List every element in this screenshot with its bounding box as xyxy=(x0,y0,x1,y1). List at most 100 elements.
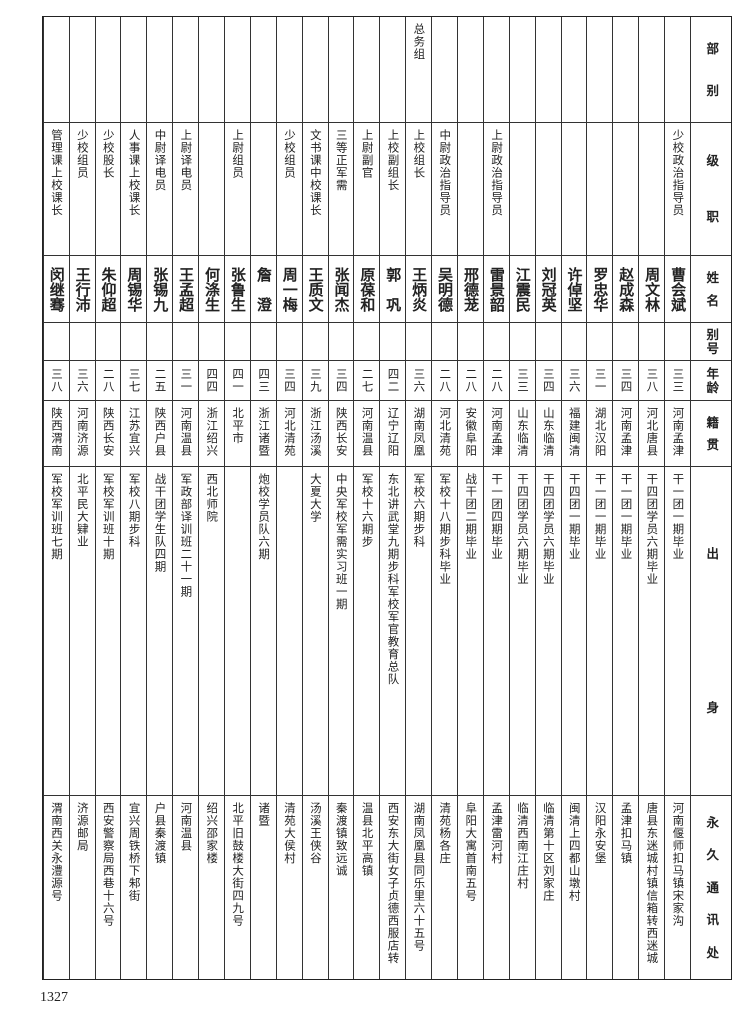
address-cell: 孟津扣马镇 xyxy=(619,802,634,865)
native-place-cell: 湖南凤凰 xyxy=(406,401,432,467)
table-row: 少校股长 朱仰超 二八 陕西长安 军校军训班十期 西安警察局西巷十六号 xyxy=(94,17,121,979)
address-cell: 西安东大街女子贞德西服店转 xyxy=(386,802,401,965)
department-cell xyxy=(535,17,561,123)
age-cell: 三四 xyxy=(613,361,639,401)
age-cell: 三四 xyxy=(535,361,561,401)
address-cell: 临清西南江庄村 xyxy=(515,802,530,890)
name-cell: 何涤生 xyxy=(199,256,224,323)
rank-cell: 上尉译电员 xyxy=(173,123,199,256)
rank-cell xyxy=(199,123,224,256)
name-cell: 邢德茏 xyxy=(457,256,483,323)
alias-cell xyxy=(302,323,328,361)
department-cell xyxy=(121,17,147,123)
alias-cell xyxy=(43,323,69,361)
background-cell: 干一团四期毕业 xyxy=(483,467,509,796)
name-cell: 王质文 xyxy=(302,256,328,323)
department-cell xyxy=(328,17,354,123)
background-cell: 炮校学员队六期 xyxy=(250,467,276,796)
rank-cell: 上尉政治指导员 xyxy=(483,123,509,256)
header-char: 讯 xyxy=(704,913,720,927)
name-cell: 许倬坚 xyxy=(561,256,587,323)
alias-cell xyxy=(328,323,354,361)
native-place-cell: 陕西户县 xyxy=(147,401,173,467)
page-number: 1327 xyxy=(40,990,68,1005)
rank-cell xyxy=(535,123,561,256)
background-cell: 西北师院 xyxy=(199,467,224,796)
department-cell xyxy=(483,17,509,123)
header-name: 姓名 xyxy=(691,256,731,323)
department-cell xyxy=(276,17,302,123)
rank-cell: 上尉副官 xyxy=(354,123,380,256)
alias-cell xyxy=(173,323,199,361)
address-cell: 户县秦渡镇 xyxy=(153,802,168,865)
alias-cell xyxy=(587,323,613,361)
table-row: 上尉组员 张鲁生 四一 北平市 北平旧鼓楼大街四九号 xyxy=(223,17,250,979)
table-row: 文书课中校课长 王质文 三九 浙江汤溪 大夏大学 汤溪王侠谷 xyxy=(301,17,328,979)
native-place-cell: 浙江诸暨 xyxy=(250,401,276,467)
header-native-place: 籍贯 xyxy=(691,401,731,467)
background-cell: 大夏大学 xyxy=(302,467,328,796)
native-place-cell: 北平市 xyxy=(224,401,250,467)
header-char: 号 xyxy=(704,341,720,356)
alias-cell xyxy=(432,323,457,361)
age-cell: 三八 xyxy=(43,361,69,401)
rank-cell xyxy=(250,123,276,256)
department-cell xyxy=(302,17,328,123)
background-cell xyxy=(224,467,250,796)
name-cell: 罗忠华 xyxy=(587,256,613,323)
age-cell: 三三 xyxy=(665,361,690,401)
department-cell xyxy=(613,17,639,123)
table-row: 中尉译电员 张锡九 二五 陕西户县 战干团学生队四期 户县秦渡镇 xyxy=(146,17,173,979)
age-cell: 二八 xyxy=(483,361,509,401)
department-cell xyxy=(380,17,406,123)
native-place-cell: 山东临清 xyxy=(535,401,561,467)
rank-cell xyxy=(561,123,587,256)
age-cell: 三一 xyxy=(173,361,199,401)
department-cell xyxy=(199,17,224,123)
table-row: 罗忠华 三一 湖北汉阳 干一团一期毕业 汉阳永安堡 xyxy=(586,17,613,979)
address-cell: 河南偃师扣马镇宋家沟 xyxy=(671,802,686,927)
rank-cell: 少校股长 xyxy=(95,123,121,256)
background-cell: 军政部译训班二十一期 xyxy=(173,467,199,796)
header-char: 通 xyxy=(704,880,720,895)
name-cell: 江震民 xyxy=(509,256,535,323)
rank-cell: 三等正军需 xyxy=(328,123,354,256)
header-char: 永 xyxy=(704,815,720,830)
header-char: 贯 xyxy=(704,438,720,452)
header-char: 籍 xyxy=(704,415,720,430)
alias-cell xyxy=(276,323,302,361)
alias-cell xyxy=(457,323,483,361)
background-cell: 干一团一期毕业 xyxy=(665,467,690,796)
background-cell: 军校军训班七期 xyxy=(43,467,69,796)
department-cell: 总务组 xyxy=(406,17,432,123)
alias-cell xyxy=(535,323,561,361)
alias-cell xyxy=(380,323,406,361)
address-cell: 清苑大侯村 xyxy=(282,802,297,865)
native-place-cell: 浙江汤溪 xyxy=(302,401,328,467)
native-place-cell: 陕西渭南 xyxy=(43,401,69,467)
native-place-cell: 河南温县 xyxy=(354,401,380,467)
department-cell xyxy=(69,17,95,123)
age-cell: 四一 xyxy=(224,361,250,401)
name-cell: 曹会斌 xyxy=(665,256,690,323)
header-char: 别 xyxy=(704,84,720,98)
department-cell xyxy=(432,17,457,123)
name-cell: 朱仰超 xyxy=(95,256,121,323)
name-cell: 雷景韶 xyxy=(483,256,509,323)
alias-cell xyxy=(147,323,173,361)
address-cell: 河南温县 xyxy=(179,802,194,852)
header-address: 永久通讯处 xyxy=(691,796,731,979)
address-cell: 阜阳大寓首南五号 xyxy=(464,802,479,902)
department-cell xyxy=(224,17,250,123)
name-cell: 詹 澄 xyxy=(250,256,276,323)
native-place-cell: 陕西长安 xyxy=(95,401,121,467)
address-cell: 西安警察局西巷十六号 xyxy=(101,802,116,927)
address-cell: 临清第十区刘家庄 xyxy=(541,802,556,902)
address-cell: 诸暨 xyxy=(257,802,272,827)
name-cell: 闵继骞 xyxy=(43,256,69,323)
background-cell: 军校六期步科 xyxy=(406,467,432,796)
age-cell: 三九 xyxy=(302,361,328,401)
department-cell xyxy=(457,17,483,123)
header-char: 处 xyxy=(704,945,720,960)
table-row: 周文林 三八 河北唐县 干四团学员六期毕业 唐县东迷城村镇信箱转西迷城 xyxy=(638,17,665,979)
